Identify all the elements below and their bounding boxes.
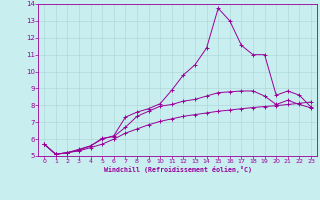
- X-axis label: Windchill (Refroidissement éolien,°C): Windchill (Refroidissement éolien,°C): [104, 166, 252, 173]
